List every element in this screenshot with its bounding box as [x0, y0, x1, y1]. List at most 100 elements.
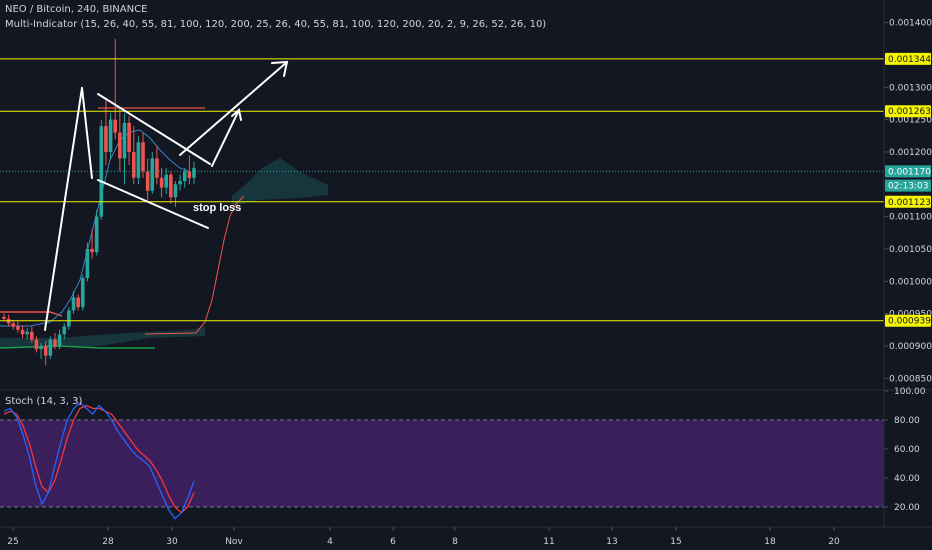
candle-body [94, 216, 99, 253]
price-tick-label: 0.001400 [889, 19, 932, 29]
time-tick-label: Nov [225, 537, 243, 547]
stoch-tick-label: 20.00 [894, 503, 920, 513]
price-tick-label: 0.000950 [889, 310, 932, 320]
stoch-indicator-label[interactable]: Stoch (14, 3, 3) [5, 396, 83, 407]
candle [85, 242, 90, 282]
candle-body [67, 310, 71, 327]
flag-upper-line [97, 93, 211, 165]
candle-body [178, 181, 182, 185]
candle [187, 155, 192, 185]
candle-body [90, 248, 94, 253]
candle [155, 145, 159, 185]
candle-body [25, 331, 29, 335]
candle [90, 229, 94, 259]
candle-body [118, 132, 122, 159]
lagging-red-line [144, 195, 245, 335]
candle [67, 307, 71, 330]
conversion-blue-line [0, 129, 191, 327]
candle-body [159, 177, 164, 188]
candle [76, 294, 80, 311]
candle-body [43, 345, 48, 356]
candle-body [113, 119, 118, 133]
candle-body [57, 334, 62, 346]
last-price-tag-text: 0.001170 [888, 167, 931, 177]
time-tick-label: 4 [327, 537, 333, 547]
candle-body [155, 158, 159, 178]
stoch-d-line [3, 404, 195, 514]
level-tag-bg [885, 314, 931, 327]
candle [62, 323, 67, 340]
candle [108, 113, 113, 159]
target-arrow-line [179, 61, 288, 156]
candle [20, 325, 25, 339]
candle [169, 171, 173, 204]
base-line-green [0, 345, 155, 349]
flag-pole-return-line [81, 87, 93, 179]
candle-body [173, 184, 178, 198]
last-price-tag-bg [885, 165, 931, 178]
candle [11, 320, 16, 330]
candle-body [11, 323, 16, 327]
candle [30, 326, 34, 343]
candle-body [20, 329, 25, 335]
candle-body [53, 339, 57, 346]
breakout-arrow-head [231, 108, 242, 121]
candle-body [182, 171, 187, 182]
candle [127, 116, 131, 165]
level-tag-text: 0.001344 [888, 55, 931, 65]
candle-body [136, 142, 141, 178]
candle [113, 38, 118, 140]
candle [182, 168, 187, 188]
time-tick-label: 15 [670, 537, 681, 547]
candle [192, 161, 196, 185]
candle-body [76, 297, 80, 308]
candle [150, 151, 155, 194]
candle [39, 342, 43, 359]
candle-body [150, 158, 155, 191]
candle-body [71, 297, 76, 311]
price-tick-label: 0.001000 [889, 277, 932, 287]
candle [34, 336, 39, 353]
candle [131, 126, 136, 185]
stoch-tick-label: 100.00 [894, 387, 926, 397]
time-tick-label: 13 [606, 537, 617, 547]
level-tag-bg [885, 195, 931, 208]
countdown-tag-text: 02:13:03 [888, 182, 928, 192]
candle [25, 327, 29, 340]
breakout-arrow-line [211, 109, 240, 167]
candle-body [2, 316, 6, 319]
resistance-red-line [0, 311, 63, 317]
candle-body [187, 171, 192, 178]
time-tick-label: 28 [102, 537, 114, 547]
candle-body [62, 326, 67, 335]
flag-pole-line [44, 87, 83, 331]
candle [57, 329, 62, 350]
multi-indicator-label[interactable]: Multi-Indicator (15, 26, 40, 55, 81, 100… [5, 19, 547, 30]
candle [99, 119, 104, 220]
candle-body [127, 122, 131, 152]
candle-body [39, 345, 43, 350]
candle [178, 174, 182, 191]
candle [145, 158, 150, 201]
time-tick-label: 20 [828, 537, 840, 547]
candle [94, 210, 99, 256]
price-tick-label: 0.001300 [889, 83, 932, 93]
symbol-title[interactable]: NEO / Bitcoin, 240, BINANCE [5, 4, 148, 15]
candle-body [108, 119, 113, 152]
candle-body [141, 142, 145, 172]
price-tick-label: 0.001250 [889, 116, 932, 126]
candle-body [16, 326, 20, 330]
price-tick-label: 0.001050 [889, 245, 932, 255]
candle-body [85, 248, 90, 279]
level-tag-text: 0.001123 [888, 198, 931, 208]
level-tag-text: 0.001263 [888, 107, 931, 117]
candle-body [48, 339, 53, 356]
candle [2, 313, 6, 322]
flag-lower-line [97, 179, 209, 229]
candle-body [169, 174, 173, 198]
price-tick-label: 0.001100 [889, 213, 932, 223]
candle [136, 135, 141, 185]
stoch-tick-label: 80.00 [894, 416, 920, 426]
